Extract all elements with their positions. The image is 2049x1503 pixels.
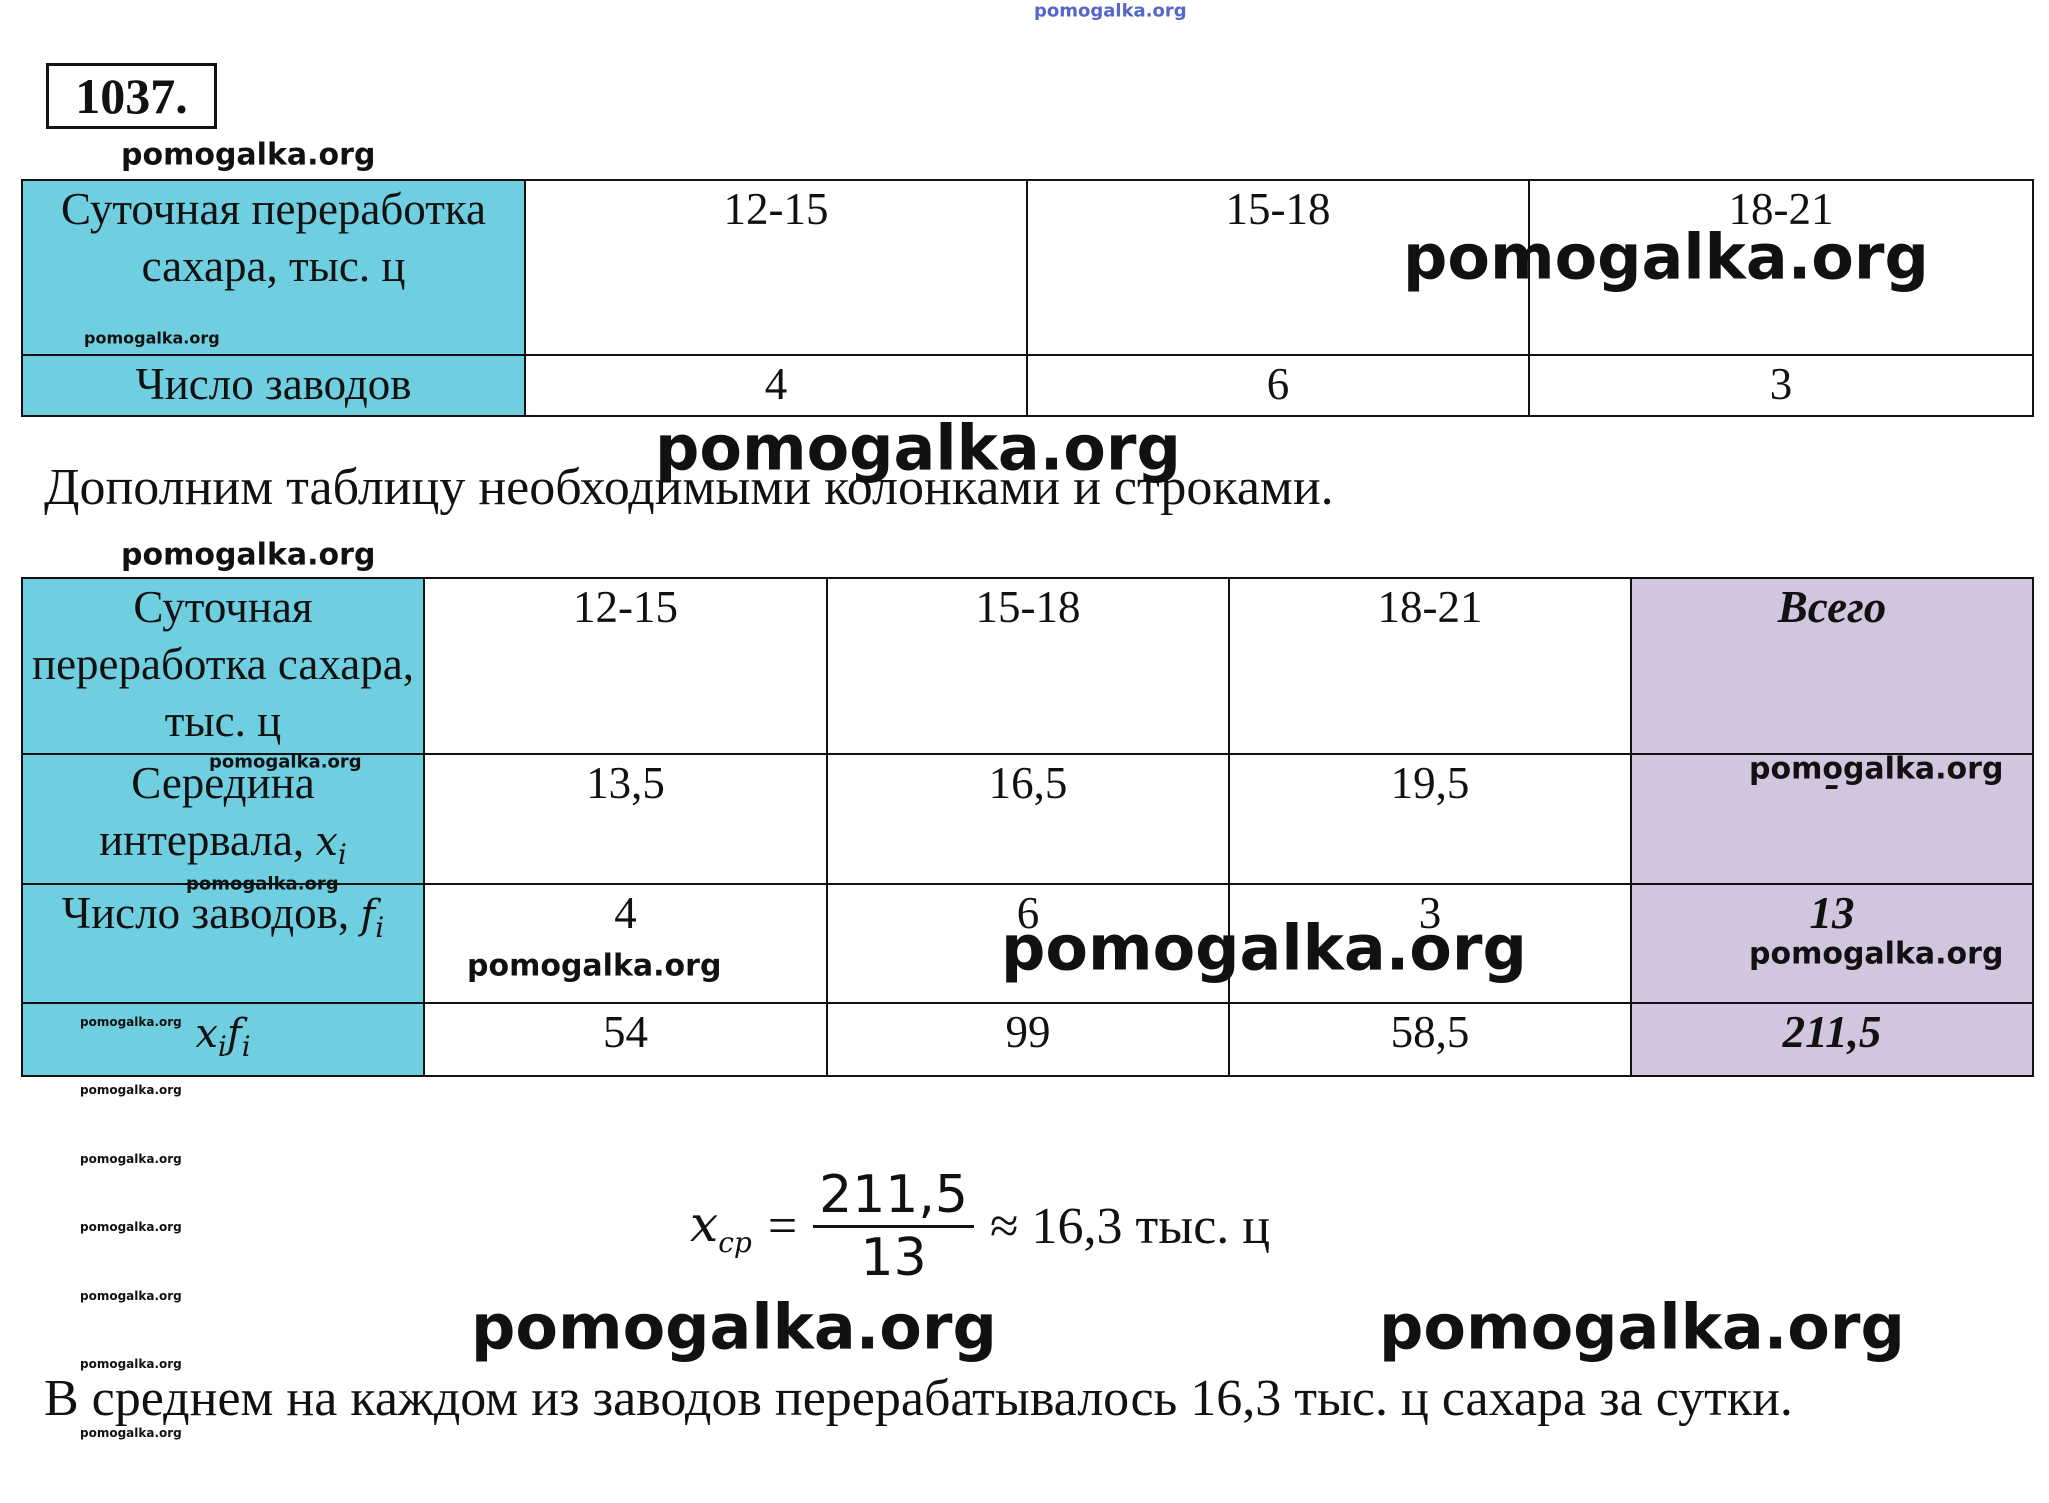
table-cell: 4 [423, 883, 828, 1004]
table-cell: 12-15 [423, 577, 828, 755]
row-label: Середина интервала, xi [21, 753, 425, 885]
math-var: fi [226, 1011, 251, 1063]
watermark: pomogalka.org [1001, 911, 1527, 985]
math-var: xi [315, 819, 347, 871]
row-label: Число заводов [21, 354, 526, 417]
table-extended: Суточная переработка сахара, тыс. ц 12-15… [21, 577, 2034, 1077]
watermark: pomogalka.org [80, 1083, 182, 1097]
formula-x: x [690, 1194, 719, 1253]
watermark: pomogalka.org [1034, 0, 1187, 22]
intro-text: Дополним таблицу необходимыми колонками … [44, 459, 1334, 516]
table-cell: 13 [1630, 883, 2034, 1004]
table-row: Число заводов, fi 4 6 3 13 [21, 883, 2034, 1004]
var: x [195, 1011, 218, 1057]
watermark: pomogalka.org [209, 751, 362, 773]
watermark: pomogalka.org [655, 411, 1181, 485]
table-cell: 99 [826, 1002, 1230, 1077]
watermark: pomogalka.org [80, 1015, 182, 1029]
watermark: pomogalka.org [80, 1289, 182, 1303]
table-cell: 19,5 [1228, 753, 1632, 885]
watermark: pomogalka.org [1403, 220, 1929, 294]
problem-number: 1037. [46, 63, 217, 129]
watermark: pomogalka.org [121, 537, 376, 573]
math-var: xi [195, 1011, 227, 1063]
var: f [226, 1011, 242, 1057]
label-text: Число заводов [135, 359, 412, 409]
var-sub: i [337, 838, 347, 871]
label-text: Середина интервала, [99, 758, 316, 865]
watermark: pomogalka.org [80, 1357, 182, 1371]
formula-result: ≈ 16,3 тыс. ц [990, 1198, 1271, 1255]
watermark: pomogalka.org [121, 137, 376, 173]
table-row: Суточная переработка сахара, тыс. ц 12-15… [21, 179, 2034, 356]
table-row: xifi 54 99 58,5 211,5 [21, 1002, 2034, 1077]
formula: xср = 211,5 13 ≈ 16,3 тыс. ц [690, 1165, 1270, 1288]
watermark: pomogalka.org [84, 328, 220, 348]
denominator: 13 [860, 1228, 927, 1288]
label-text: Суточная переработка сахара, тыс. ц [60, 184, 487, 291]
table-cell: 54 [423, 1002, 828, 1077]
table-cell: 4 [524, 354, 1028, 417]
table-cell: 15-18 [1026, 179, 1530, 356]
conclusion: В среднем на каждом из заводов перерабат… [44, 1370, 1793, 1427]
fraction: 211,5 13 [813, 1165, 975, 1288]
watermark: pomogalka.org [1749, 936, 2004, 972]
watermark: pomogalka.org [186, 873, 339, 895]
table-cell: 3 [1528, 354, 2034, 417]
var: f [360, 892, 376, 938]
watermark: pomogalka.org [467, 948, 722, 984]
table-cell: 13,5 [423, 753, 828, 885]
table-source: Суточная переработка сахара, тыс. ц 12-15… [21, 179, 2034, 417]
table-cell: 18-21 [1228, 577, 1632, 755]
table-cell: 12-15 [524, 179, 1028, 356]
table-row: Середина интервала, xi 13,5 16,5 19,5- [21, 753, 2034, 885]
var-sub: i [241, 1030, 251, 1063]
var-sub: i [375, 911, 385, 944]
row-label: Число заводов, fi [21, 883, 425, 1004]
label-text: Суточная переработка сахара, тыс. ц [32, 582, 414, 746]
row-label: Суточная переработка сахара, тыс. ц [21, 577, 425, 755]
formula-eq: = [767, 1198, 798, 1255]
label-text: Число заводов, [61, 888, 361, 938]
table-row: Суточная переработка сахара, тыс. ц 12-15… [21, 577, 2034, 755]
table-cell: - [1630, 753, 2034, 885]
watermark: pomogalka.org [80, 1220, 182, 1234]
row-label: xifi [21, 1002, 425, 1077]
var-sub: i [217, 1030, 227, 1063]
table-cell: 15-18 [826, 577, 1230, 755]
formula-sub: ср [718, 1225, 752, 1259]
numerator: 211,5 [813, 1165, 975, 1228]
math-var: fi [360, 892, 384, 944]
table-row: Число заводов 4 6 3 [21, 354, 2034, 417]
var: x [315, 819, 338, 865]
row-label: Суточная переработка сахара, тыс. ц [21, 179, 526, 356]
table-cell: 3 [1228, 883, 1632, 1004]
table-cell: 6 [1026, 354, 1530, 417]
table-cell: 6 [826, 883, 1230, 1004]
watermark: pomogalka.org [471, 1290, 997, 1364]
table-cell: 16,5 [826, 753, 1230, 885]
table-cell: Всего [1630, 577, 2034, 755]
table-cell: 58,5 [1228, 1002, 1632, 1077]
watermark: pomogalka.org [80, 1426, 182, 1440]
watermark: pomogalka.org [1749, 751, 2004, 787]
table-cell: 211,5 [1630, 1002, 2034, 1077]
table-cell: 18-21 [1528, 179, 2034, 356]
watermark: pomogalka.org [1379, 1290, 1905, 1364]
formula-var: xср [690, 1195, 752, 1259]
watermark: pomogalka.org [80, 1152, 182, 1166]
